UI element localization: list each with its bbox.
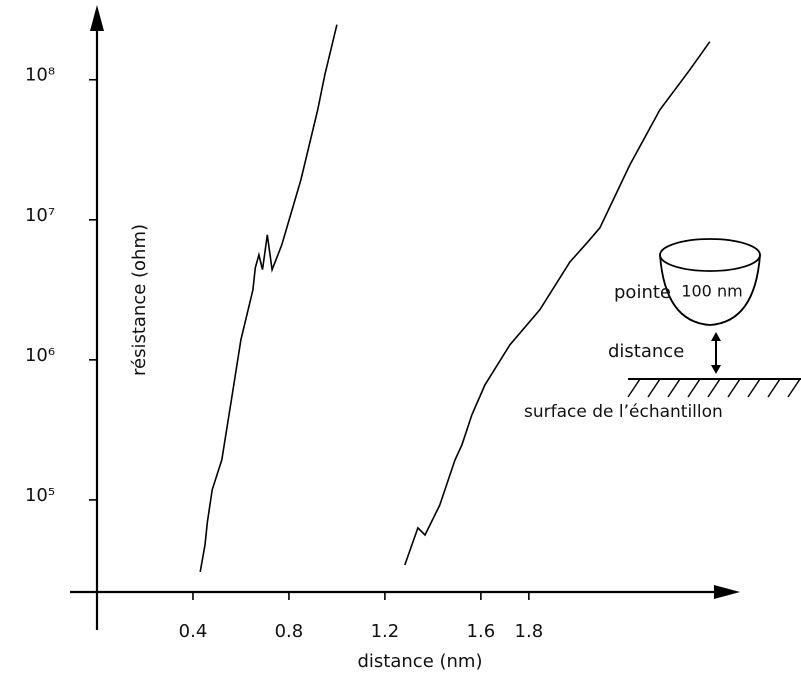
tip-label: pointe <box>614 282 671 303</box>
hatching <box>627 378 801 398</box>
x-axis-arrow <box>714 585 740 599</box>
y-tick-label: 10⁵ <box>25 485 55 506</box>
size-label: 100 nm <box>681 282 742 301</box>
x-axis-label: distance (nm) <box>358 651 483 672</box>
y-axis-arrow <box>89 5 104 31</box>
curve <box>404 41 711 566</box>
x-tick-label: 1.8 <box>515 621 544 642</box>
y-axis-label: résistance (ohm) <box>129 224 150 376</box>
x-tick-label: 0.8 <box>275 621 304 642</box>
tip-diagram: pointe 100 nm distance surface de l’écha… <box>524 238 801 422</box>
curve <box>199 24 338 573</box>
y-tick-label: 10⁷ <box>25 205 55 226</box>
arrow-heads <box>711 332 721 374</box>
x-tick-label: 1.2 <box>371 621 400 642</box>
distance-label: distance <box>608 341 684 362</box>
y-tick-label: 10⁶ <box>25 345 55 366</box>
x-tick-label: 1.6 <box>467 621 496 642</box>
tip-body <box>659 254 761 326</box>
y-tick-label: 10⁸ <box>25 65 55 86</box>
surface-label: surface de l’échantillon <box>524 402 723 422</box>
x-tick-label: 0.4 <box>179 621 208 642</box>
tip-top <box>659 238 761 272</box>
